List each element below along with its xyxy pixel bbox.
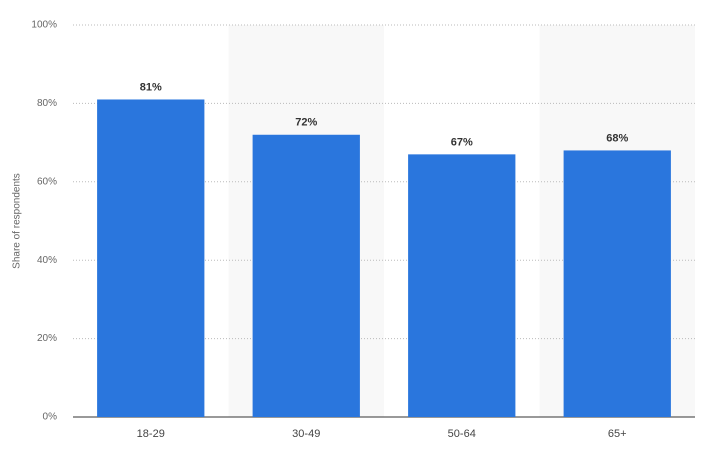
value-label: 67%: [451, 136, 473, 148]
y-tick-label: 60%: [37, 176, 57, 187]
bar: [252, 134, 360, 417]
x-tick-label: 65+: [608, 428, 627, 440]
y-tick-label: 20%: [37, 333, 57, 344]
bar: [408, 154, 516, 418]
y-tick-label: 0%: [43, 412, 58, 423]
y-tick-label: 40%: [37, 255, 57, 266]
bar: [97, 99, 205, 417]
x-tick-label: 18-29: [137, 428, 165, 440]
x-tick-label: 50-64: [448, 428, 476, 440]
y-tick-label: 80%: [37, 98, 57, 109]
x-tick-label: 30-49: [292, 428, 320, 440]
bar: [563, 150, 671, 417]
y-axis-label: Share of respondents: [12, 173, 23, 269]
y-tick-label: 100%: [31, 20, 57, 31]
value-label: 81%: [140, 81, 162, 93]
value-label: 68%: [606, 132, 628, 144]
value-label: 72%: [295, 117, 317, 129]
